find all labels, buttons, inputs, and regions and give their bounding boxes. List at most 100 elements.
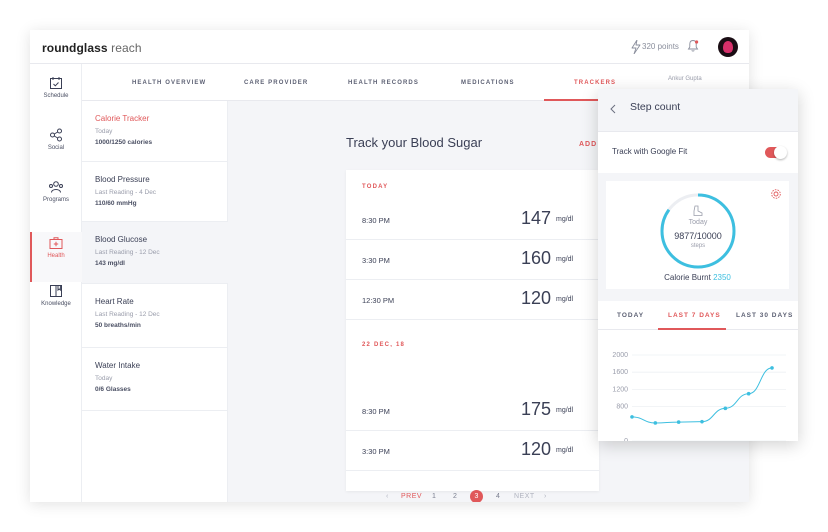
- sidebar: Schedule Social Programs Health Knowledg…: [30, 64, 82, 502]
- reading-unit: mg/dl: [556, 407, 574, 414]
- reading-time: 12:30 PM: [362, 296, 395, 305]
- logo-bold: roundglass: [42, 41, 108, 55]
- user-name[interactable]: Ankur Gupta: [668, 76, 702, 82]
- tab-care-provider[interactable]: CARE PROVIDER: [244, 80, 309, 86]
- page-button[interactable]: 2: [453, 493, 457, 500]
- back-arrow-icon[interactable]: [608, 102, 618, 116]
- tracker-item-heart-rate[interactable]: Heart Rate Last Reading - 12 Dec 50 brea…: [82, 284, 228, 348]
- group-label-date: 22 DEC, 18: [362, 342, 406, 348]
- sidebar-label: Knowledge: [41, 301, 71, 307]
- data-point[interactable]: [746, 391, 751, 396]
- add-reading-button[interactable]: ADD: [579, 141, 598, 148]
- series-line: [631, 367, 773, 424]
- chevron-right-icon[interactable]: ›: [544, 493, 547, 500]
- tab-health-overview[interactable]: HEALTH OVERVIEW: [132, 80, 207, 86]
- google-fit-toggle[interactable]: [765, 146, 787, 159]
- step-progress-ring: [660, 193, 736, 269]
- avatar[interactable]: [718, 37, 738, 57]
- reading-unit: mg/dl: [556, 296, 574, 303]
- data-point[interactable]: [653, 421, 658, 425]
- page-title: Track your Blood Sugar: [346, 135, 483, 150]
- top-bar: roundglass reach 320 points: [30, 30, 749, 64]
- medical-kit-icon: [49, 237, 63, 249]
- notification-bell-icon[interactable]: [687, 39, 699, 53]
- tab-range-30-days[interactable]: LAST 30 DAYS: [736, 312, 794, 319]
- sidebar-label: Programs: [42, 197, 69, 203]
- ring-progress-arc: [660, 193, 736, 269]
- step-ring-card: Today 9877/10000 steps Calorie Burnt 235…: [606, 181, 789, 289]
- tracker-item-water-intake[interactable]: Water Intake Today 0/6 Glasses: [82, 348, 228, 411]
- calorie-value: 2350: [713, 273, 731, 282]
- chevron-left-icon[interactable]: ‹: [386, 493, 389, 500]
- sidebar-label: Social: [47, 145, 65, 151]
- reading-time: 3:30 PM: [362, 447, 390, 456]
- data-point[interactable]: [770, 366, 774, 370]
- tracker-name: Blood Glucose: [95, 235, 148, 244]
- reading-unit: mg/dl: [556, 447, 574, 454]
- reading-unit: mg/dl: [556, 216, 574, 223]
- active-range-indicator: [658, 328, 726, 330]
- sidebar-item-social[interactable]: Social: [30, 128, 82, 178]
- reading-row[interactable]: 8:30 PM 147 mg/dl: [346, 200, 599, 240]
- tracker-item-blood-glucose[interactable]: Blood Glucose Last Reading - 12 Dec 143 …: [82, 222, 228, 284]
- page-button[interactable]: 1: [432, 493, 436, 500]
- tab-range-today[interactable]: TODAY: [617, 312, 645, 319]
- y-tick-label: 1600: [612, 369, 628, 376]
- sidebar-label: Health: [47, 253, 65, 259]
- calendar-icon: [50, 77, 62, 89]
- tracker-item-blood-pressure[interactable]: Blood Pressure Last Reading - 4 Dec 110/…: [82, 162, 228, 222]
- current-page[interactable]: 3: [470, 490, 483, 502]
- reading-row[interactable]: 3:30 PM 160 mg/dl: [346, 240, 599, 280]
- reading-value: 120: [520, 439, 551, 459]
- reading-row[interactable]: 8:30 PM 175 mg/dl: [346, 391, 599, 431]
- y-tick-label: 800: [616, 404, 628, 411]
- sidebar-item-knowledge[interactable]: Knowledge: [30, 284, 82, 334]
- tracker-subtitle: Today: [95, 375, 113, 382]
- gear-icon[interactable]: [770, 188, 782, 200]
- readings-card: TODAY 8:30 PM 147 mg/dl 3:30 PM 160 mg/d…: [346, 170, 599, 502]
- ring-steps-value: 9877/10000: [674, 231, 722, 241]
- tracker-item-calorie[interactable]: Calorie Tracker Today 1000/1250 calories: [82, 101, 228, 162]
- book-icon: [50, 285, 62, 297]
- reading-time: 8:30 PM: [362, 407, 390, 416]
- range-tab-bar: TODAY LAST 7 DAYS LAST 30 DAYS: [598, 301, 798, 330]
- sidebar-item-programs[interactable]: Programs: [30, 180, 82, 230]
- tracker-name: Blood Pressure: [95, 175, 150, 184]
- data-point[interactable]: [630, 415, 634, 419]
- reading-row[interactable]: 3:30 PM 120 mg/dl: [346, 431, 599, 471]
- tracker-subtitle: Last Reading - 12 Dec: [95, 311, 160, 318]
- page-button[interactable]: 4: [496, 493, 500, 500]
- sidebar-label: Schedule: [43, 93, 69, 99]
- tracker-name: Water Intake: [95, 361, 141, 370]
- logo[interactable]: roundglass reach: [42, 41, 142, 55]
- data-point[interactable]: [723, 406, 728, 411]
- step-count-panel: Step count Track with Google Fit Today 9…: [598, 89, 798, 441]
- sidebar-item-health[interactable]: Health: [30, 232, 82, 282]
- tracker-subtitle: Last Reading - 12 Dec: [95, 249, 160, 256]
- steps-line-chart: 2000 1600 1200 800 0: [612, 352, 786, 441]
- reading-value: 175: [520, 399, 551, 419]
- tracker-value: 110/60 mmHg: [95, 200, 137, 207]
- next-page-button[interactable]: NEXT: [514, 493, 535, 500]
- pagination: ‹ PREV 1 2 3 4 NEXT ›: [346, 490, 599, 502]
- group-label-today: TODAY: [362, 184, 389, 190]
- tracker-list: Calorie Tracker Today 1000/1250 calories…: [82, 101, 228, 502]
- data-point[interactable]: [700, 419, 704, 424]
- prev-page-button[interactable]: PREV: [401, 493, 423, 500]
- reading-value: 120: [520, 288, 551, 308]
- tab-range-7-days[interactable]: LAST 7 DAYS: [668, 312, 721, 319]
- tab-trackers[interactable]: TRACKERS: [574, 80, 617, 86]
- tab-health-records[interactable]: HEALTH RECORDS: [348, 80, 419, 86]
- sidebar-item-schedule[interactable]: Schedule: [30, 76, 82, 126]
- people-icon: [49, 181, 63, 193]
- reading-row[interactable]: 12:30 PM 120 mg/dl: [346, 280, 599, 320]
- panel-title: Step count: [630, 101, 681, 113]
- data-point[interactable]: [676, 420, 681, 424]
- reading-value: 147: [520, 208, 551, 228]
- tracker-name: Heart Rate: [95, 297, 134, 306]
- tab-medications[interactable]: MEDICATIONS: [461, 80, 515, 86]
- reading-unit: mg/dl: [556, 256, 574, 263]
- panel-header: Step count: [598, 89, 798, 132]
- tracker-value: 1000/1250 calories: [95, 139, 153, 146]
